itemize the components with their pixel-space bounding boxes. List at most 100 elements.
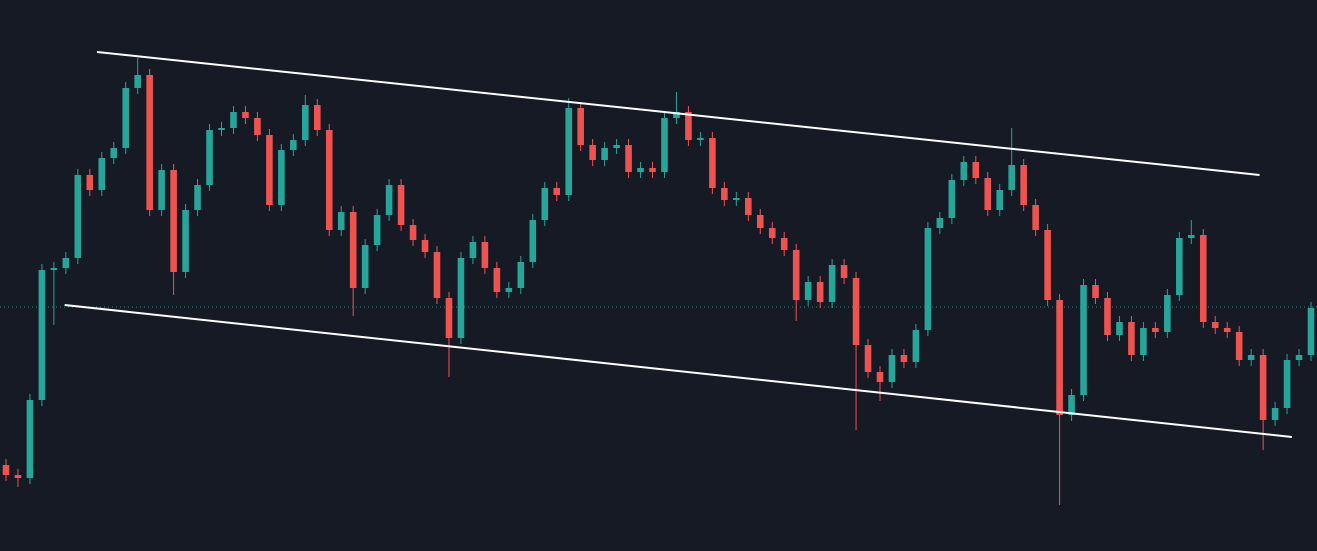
- candle-body: [313, 105, 321, 130]
- candle-body: [1128, 322, 1135, 355]
- candle-body: [1020, 165, 1027, 205]
- candle-body: [804, 282, 812, 300]
- candle-body: [1235, 332, 1243, 360]
- candle-body: [469, 242, 477, 258]
- candle-body: [38, 270, 46, 400]
- candle-body: [1259, 355, 1267, 420]
- candle-body: [756, 215, 764, 228]
- candle-body: [637, 168, 644, 172]
- candle-body: [745, 198, 752, 215]
- candle-body: [110, 148, 118, 158]
- candle-body: [481, 242, 489, 268]
- candle-body: [1008, 165, 1015, 190]
- candle-body: [960, 162, 968, 180]
- candle-body: [876, 372, 884, 382]
- candle-body: [924, 228, 932, 330]
- candle-body: [553, 188, 561, 195]
- candle-body: [158, 170, 165, 210]
- candle-body: [170, 170, 177, 272]
- candle-body: [74, 175, 82, 258]
- candle-body: [349, 212, 357, 288]
- candle-body: [1211, 322, 1219, 328]
- candle-body: [1032, 205, 1039, 230]
- candle-body: [62, 258, 70, 268]
- candle-body: [14, 475, 22, 478]
- candle-body: [996, 190, 1004, 210]
- candle-body: [840, 265, 848, 278]
- candle-body: [397, 185, 405, 225]
- candle-body: [1187, 235, 1195, 238]
- candle-body: [254, 118, 261, 135]
- candle-body: [242, 112, 249, 118]
- candle-body: [278, 150, 285, 205]
- candle-body: [1307, 308, 1315, 355]
- candle-body: [1164, 295, 1171, 332]
- trend-line: [64, 304, 1292, 438]
- candle-body: [541, 188, 549, 220]
- candle-body: [493, 268, 501, 292]
- candle-body: [912, 330, 920, 362]
- candle-body: [1271, 408, 1279, 420]
- candle-body: [1104, 298, 1111, 335]
- candle-body: [852, 278, 860, 345]
- candle-body: [1223, 328, 1231, 332]
- candle-body: [1295, 355, 1303, 360]
- trend-line: [96, 51, 1260, 176]
- candle-body: [194, 185, 201, 210]
- candle-body: [385, 185, 393, 215]
- candle-body: [601, 148, 608, 160]
- candle-body: [1056, 300, 1063, 415]
- candle-body: [517, 262, 525, 288]
- candle-body: [625, 145, 632, 172]
- candle-body: [948, 180, 956, 218]
- candle-body: [780, 238, 788, 250]
- candle-body: [1140, 328, 1147, 355]
- candle-body: [86, 175, 94, 190]
- candle-body: [613, 145, 620, 148]
- candle-body: [768, 228, 776, 238]
- candle-body: [146, 75, 153, 210]
- candle-body: [685, 112, 692, 140]
- candle-body: [1092, 285, 1099, 298]
- candle-body: [337, 212, 345, 230]
- candle-body: [325, 130, 333, 230]
- candle-body: [673, 112, 680, 118]
- candle-body: [373, 215, 381, 245]
- candle-body: [218, 128, 225, 130]
- candle-body: [529, 220, 537, 262]
- candle-body: [792, 250, 800, 300]
- candle-body: [290, 140, 297, 150]
- candle-body: [1283, 360, 1291, 408]
- candle-body: [1152, 328, 1159, 332]
- candle-body: [1176, 238, 1183, 295]
- candle-body: [565, 108, 572, 195]
- candle-body: [900, 355, 908, 362]
- candle-body: [972, 162, 980, 178]
- candle-body: [505, 288, 513, 292]
- candle-body: [1044, 230, 1051, 300]
- candle-body: [433, 252, 441, 298]
- candle-body: [733, 198, 740, 200]
- candle-body: [709, 138, 716, 188]
- candle-body: [577, 108, 584, 145]
- candle-body: [661, 118, 668, 172]
- candle-body: [864, 345, 872, 372]
- candle-body: [122, 88, 130, 148]
- candle-body: [1247, 355, 1255, 360]
- candle-body: [2, 465, 10, 475]
- candle-body: [1199, 235, 1207, 322]
- candle-body: [649, 168, 656, 172]
- candle-body: [816, 282, 824, 302]
- candle-body: [445, 298, 453, 338]
- candle-body: [828, 265, 836, 302]
- candle-body: [409, 225, 417, 240]
- candle-body: [134, 75, 141, 88]
- candle-body: [26, 400, 34, 478]
- candle-body: [721, 188, 728, 200]
- candle-body: [50, 268, 58, 270]
- candle-body: [1080, 285, 1087, 395]
- candle-body: [936, 218, 944, 228]
- candle-body: [302, 105, 309, 140]
